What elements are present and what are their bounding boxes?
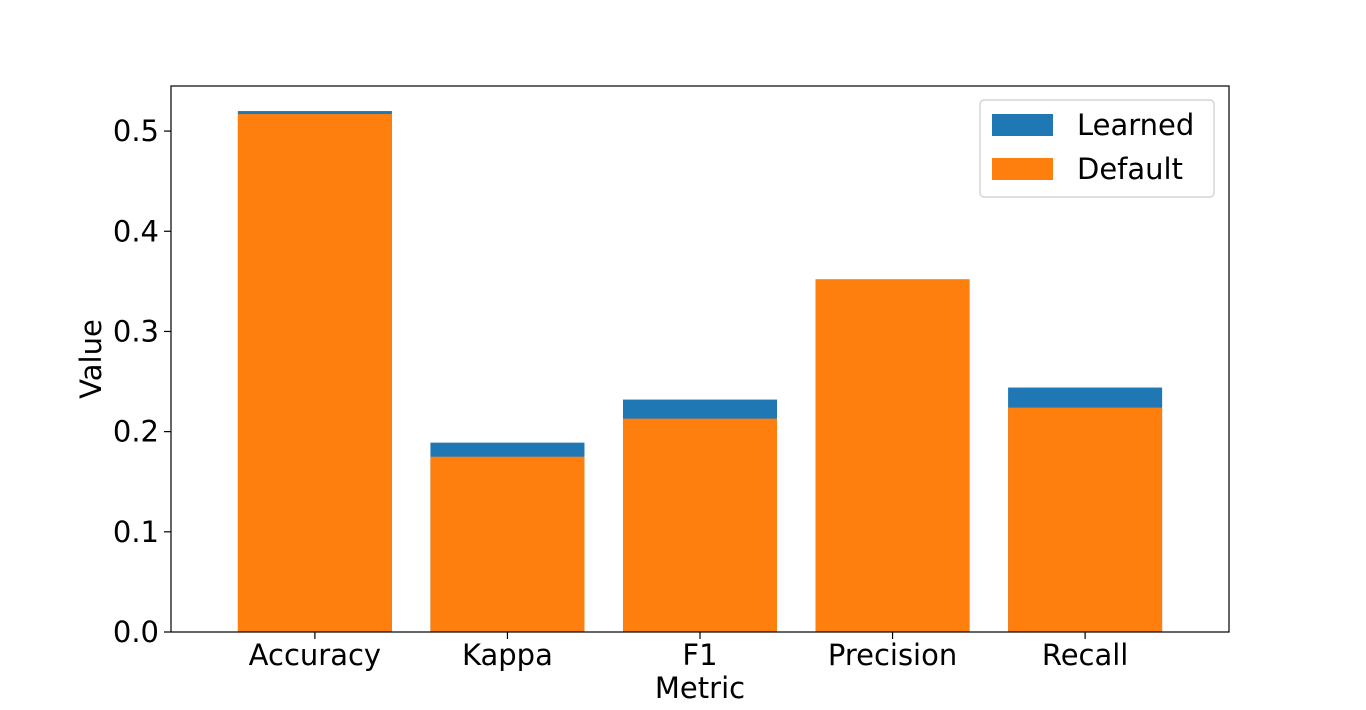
- x-tick-label: Kappa: [462, 638, 553, 672]
- y-tick-label: 0.0: [113, 615, 159, 649]
- legend-label-learned: Learned: [1077, 108, 1194, 142]
- y-tick-label: 0.3: [113, 314, 159, 348]
- y-axis-label: Value: [74, 319, 108, 399]
- y-tick-label: 0.4: [113, 214, 159, 248]
- bar-default-accuracy: [237, 114, 392, 633]
- bar-default-kappa: [430, 456, 585, 632]
- bar-default-recall: [1008, 407, 1163, 632]
- x-tick-label: Precision: [828, 638, 957, 672]
- legend-label-default: Default: [1077, 152, 1183, 186]
- x-tick-label: F1: [682, 638, 717, 672]
- legend-swatch-learned: [992, 114, 1053, 136]
- bar-default-precision: [815, 279, 970, 632]
- bar-default-f1: [622, 418, 778, 632]
- legend: Learned Default: [979, 99, 1215, 198]
- x-axis-label: Metric: [655, 671, 745, 705]
- x-axis: Accuracy Kappa F1 Precision Recall: [249, 632, 1129, 672]
- y-tick-label: 0.5: [113, 114, 159, 148]
- bars-group: [237, 111, 1163, 633]
- legend-swatch-default: [992, 158, 1053, 180]
- x-tick-label: Accuracy: [249, 638, 381, 672]
- y-tick-label: 0.1: [113, 515, 159, 549]
- y-tick-label: 0.2: [113, 415, 159, 449]
- y-axis: 0.0 0.1 0.2 0.3 0.4 0.5: [113, 114, 171, 649]
- x-tick-label: Recall: [1042, 638, 1129, 672]
